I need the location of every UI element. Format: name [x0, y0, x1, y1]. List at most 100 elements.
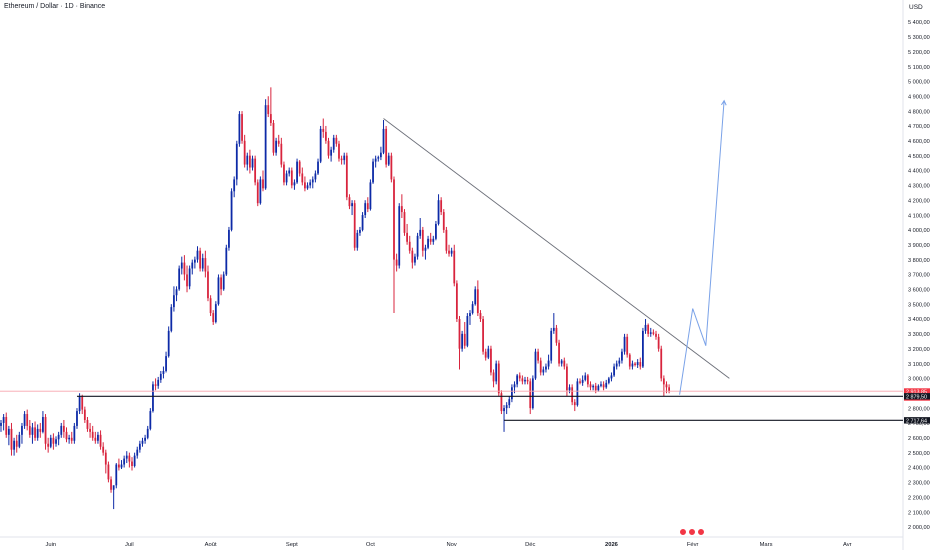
candle [463, 321, 466, 349]
candle-body [57, 434, 60, 440]
economic-event-icon[interactable] [697, 528, 705, 536]
candle-body [309, 182, 312, 186]
price-tick-label: 3 600,00 [908, 288, 930, 294]
event-icons[interactable] [679, 528, 705, 538]
candle [306, 182, 309, 190]
drawings-layer[interactable] [0, 99, 903, 421]
candle [508, 396, 511, 409]
candle-body [545, 366, 547, 370]
candle-body [657, 336, 660, 349]
candle [330, 146, 333, 162]
price-tick-label: 4 000,00 [908, 228, 930, 234]
candle-body [112, 485, 115, 490]
candle-body [380, 152, 382, 158]
candle-body [165, 356, 167, 371]
candle [623, 333, 626, 355]
economic-event-icon[interactable] [688, 528, 696, 536]
projection-path[interactable] [679, 100, 725, 395]
price-axis[interactable]: 5 400,00 5 300,00 5 200,00 5 100,00 5 000,00… [908, 20, 930, 531]
time-tick-label: Juil [125, 542, 134, 548]
projection-arrowhead [720, 99, 727, 106]
candle [97, 431, 99, 444]
candle [199, 247, 202, 272]
candle [314, 170, 317, 183]
candle [167, 326, 170, 358]
candle-body [579, 381, 581, 383]
candle [44, 414, 47, 450]
candle-body [668, 387, 670, 392]
candle [89, 422, 91, 438]
candle-body [660, 348, 663, 379]
candle [427, 235, 429, 250]
candle [348, 194, 351, 210]
descending-trendline[interactable] [383, 118, 730, 379]
price-tick-label: 4 600,00 [908, 139, 930, 145]
time-axis[interactable]: Juin Juil Août Sept Oct Nov Déc 2026 Févr Mars Avr [45, 542, 851, 548]
candle [626, 333, 629, 358]
candle-body [99, 434, 102, 447]
candle-body [214, 304, 217, 322]
candle [395, 253, 398, 272]
price-tick-label: 5 400,00 [908, 20, 930, 26]
candle [490, 345, 492, 376]
candle-body [377, 157, 380, 159]
candle [495, 360, 498, 385]
candle-body [60, 425, 63, 435]
candle [42, 411, 44, 434]
candle [542, 366, 545, 376]
candle-body [547, 360, 550, 367]
candle [149, 408, 152, 431]
candle [264, 99, 267, 190]
candle [36, 424, 39, 441]
candle-body [484, 351, 487, 358]
candle-body [372, 161, 374, 183]
candle [238, 111, 241, 147]
candle-body [511, 387, 513, 400]
candle [621, 348, 623, 364]
candle-body [306, 185, 309, 189]
price-tick-label: 5 100,00 [908, 65, 930, 71]
economic-event-icon[interactable] [679, 528, 687, 536]
candle [91, 425, 94, 441]
candle-body [539, 360, 542, 373]
candle [311, 176, 314, 189]
price-tick-label: 3 800,00 [908, 258, 930, 264]
candle-body [222, 274, 225, 290]
candle-body [152, 384, 154, 412]
candle [76, 408, 78, 429]
candle-body [474, 289, 477, 305]
candle-body [275, 140, 277, 153]
candle-body [180, 262, 183, 269]
candle-body [193, 259, 196, 263]
time-tick-label: 2026 [605, 542, 619, 548]
candle-body [503, 408, 505, 412]
candle [526, 376, 529, 385]
candle-body [269, 114, 272, 123]
candle-body [107, 464, 110, 480]
candle-body [94, 437, 97, 441]
candle-body [47, 443, 50, 447]
candle [5, 412, 8, 438]
candle [503, 405, 505, 432]
candle-body [505, 405, 508, 409]
candle-body [634, 363, 636, 366]
candle-body [568, 387, 571, 391]
currency-label[interactable]: USD [909, 4, 923, 11]
candle [288, 167, 291, 177]
candle [296, 158, 298, 184]
candle [364, 200, 367, 219]
candle-body [131, 461, 133, 467]
candle [639, 357, 642, 370]
candle [262, 170, 264, 192]
candle-body [15, 440, 18, 447]
candle [62, 419, 65, 438]
candle-body [479, 313, 482, 319]
candle [552, 313, 555, 334]
candle [592, 384, 595, 391]
candle-body [335, 137, 338, 144]
candle-body [374, 158, 377, 162]
candle-body [243, 140, 246, 165]
candle [390, 152, 393, 183]
candle-body [652, 332, 655, 334]
